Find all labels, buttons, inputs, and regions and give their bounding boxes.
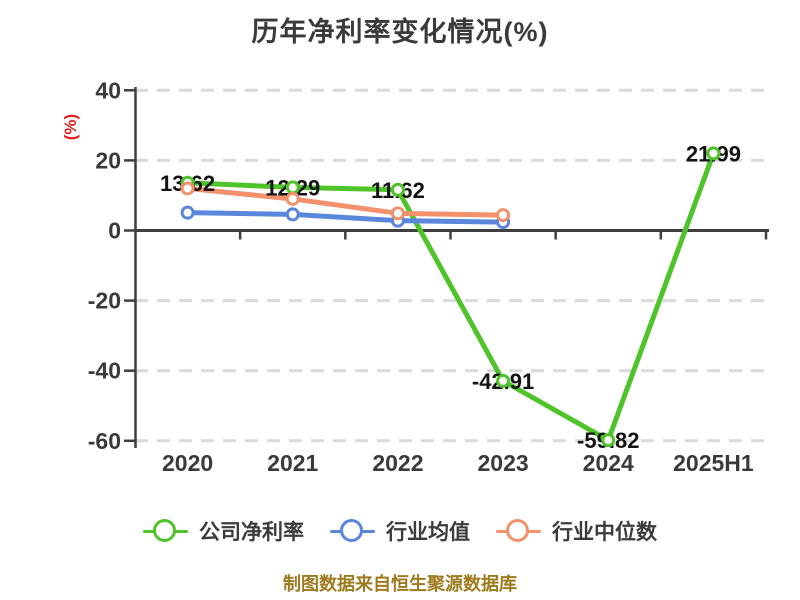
footer-credit: 制图数据来自恒生聚源数据库 [283, 574, 517, 594]
data-point-1-2021 [285, 207, 300, 222]
y-tick-label--40: -40 [88, 358, 121, 384]
data-point-2-2021 [285, 191, 300, 206]
legend-label-industry-mean: 行业均值 [386, 521, 470, 544]
data-point-0-2022 [390, 182, 405, 197]
legend-item-industry-median[interactable]: 行业中位数 [496, 516, 657, 546]
legend: 公司净利率 行业均值 行业中位数 [0, 516, 800, 546]
legend-label-industry-median: 行业中位数 [552, 521, 657, 544]
x-tick-label-2025H1: 2025H1 [673, 450, 754, 476]
legend-item-company-net-margin[interactable]: 公司净利率 [143, 516, 304, 546]
y-tick-label-0: 0 [108, 218, 121, 244]
series-line-1-行业均值 [185, 210, 506, 225]
data-point-1-2020 [180, 205, 195, 220]
data-point-2-2020 [180, 181, 195, 196]
y-tick-label--20: -20 [88, 288, 121, 314]
series-line-2-行业中位数 [185, 185, 506, 218]
series-line-0-公司净利率 [185, 150, 716, 443]
y-tick-label-40: 40 [95, 77, 121, 103]
legend-marker-industry-mean-icon [330, 518, 375, 544]
chart-title: 历年净利率变化情况(%) [251, 17, 549, 47]
data-point-0-2024 [601, 433, 616, 448]
y-tick-label--60: -60 [88, 428, 121, 454]
x-tick-label-2020: 2020 [162, 450, 213, 476]
data-point-2-2023 [496, 208, 511, 223]
legend-label-company: 公司净利率 [199, 521, 304, 544]
data-point-2-2022 [390, 206, 405, 221]
y-tick-label-20: 20 [95, 147, 121, 173]
x-tick-label-2023: 2023 [477, 450, 528, 476]
x-tick-label-2022: 2022 [372, 450, 423, 476]
legend-item-industry-mean[interactable]: 行业均值 [330, 516, 470, 546]
data-point-0-2023 [496, 373, 511, 388]
legend-marker-company-icon [143, 518, 188, 544]
data-point-0-2025H1 [706, 146, 721, 161]
data-point-0-2021 [285, 180, 300, 195]
x-tick-label-2021: 2021 [267, 450, 318, 476]
x-tick-label-2024: 2024 [583, 450, 634, 476]
legend-marker-industry-median-icon [496, 518, 541, 544]
